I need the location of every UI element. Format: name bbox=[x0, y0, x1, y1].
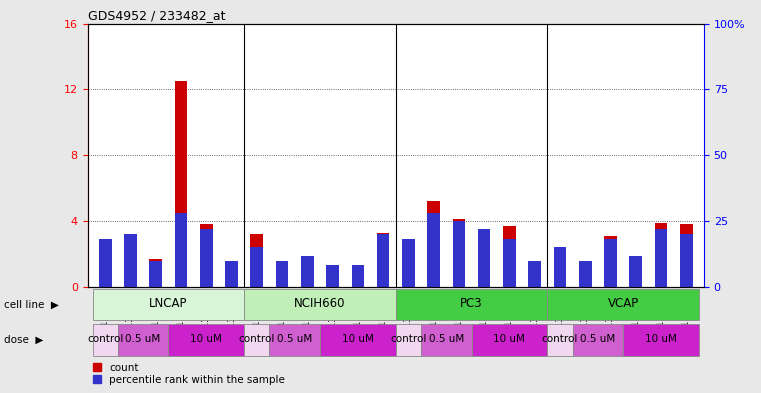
Text: 0.5 uM: 0.5 uM bbox=[277, 334, 312, 344]
Bar bbox=[427, 201, 440, 287]
Text: 10 uM: 10 uM bbox=[645, 334, 677, 344]
Bar bbox=[503, 239, 516, 287]
Bar bbox=[168, 324, 244, 356]
Bar bbox=[604, 236, 616, 287]
Text: NCIH660: NCIH660 bbox=[295, 298, 345, 310]
Bar bbox=[93, 288, 244, 321]
Bar bbox=[478, 229, 490, 287]
Bar bbox=[99, 257, 112, 287]
Bar bbox=[244, 324, 269, 356]
Bar bbox=[377, 234, 390, 287]
Text: 0.5 uM: 0.5 uM bbox=[580, 334, 616, 344]
Bar bbox=[275, 262, 288, 287]
Bar bbox=[250, 248, 263, 287]
Bar bbox=[572, 324, 623, 356]
Text: dose  ▶: dose ▶ bbox=[4, 335, 43, 345]
Text: control: control bbox=[239, 334, 275, 344]
Bar bbox=[402, 239, 415, 287]
Text: GDS4952 / 233482_at: GDS4952 / 233482_at bbox=[88, 9, 225, 22]
Legend: count, percentile rank within the sample: count, percentile rank within the sample bbox=[93, 363, 285, 385]
Bar bbox=[149, 261, 162, 287]
Bar bbox=[553, 259, 566, 287]
Bar bbox=[124, 244, 137, 287]
Bar bbox=[99, 239, 112, 287]
Bar bbox=[579, 270, 591, 287]
Bar bbox=[244, 288, 396, 321]
Bar bbox=[547, 324, 572, 356]
Bar bbox=[528, 270, 541, 287]
Bar bbox=[629, 262, 642, 287]
Bar bbox=[472, 324, 547, 356]
Bar bbox=[175, 81, 187, 287]
Bar bbox=[326, 266, 339, 287]
Text: 10 uM: 10 uM bbox=[342, 334, 374, 344]
Bar bbox=[680, 234, 693, 287]
Bar bbox=[579, 261, 591, 287]
Bar bbox=[352, 266, 365, 287]
Bar bbox=[275, 261, 288, 287]
Bar bbox=[421, 324, 472, 356]
Text: 10 uM: 10 uM bbox=[190, 334, 222, 344]
Bar bbox=[553, 248, 566, 287]
Bar bbox=[427, 213, 440, 287]
Bar bbox=[503, 226, 516, 287]
Bar bbox=[301, 257, 314, 287]
Bar bbox=[200, 229, 212, 287]
Bar bbox=[547, 288, 699, 321]
Bar bbox=[200, 224, 212, 287]
Text: PC3: PC3 bbox=[460, 298, 482, 310]
Bar bbox=[528, 261, 541, 287]
Text: control: control bbox=[390, 334, 426, 344]
Text: cell line  ▶: cell line ▶ bbox=[4, 299, 59, 310]
Bar bbox=[402, 262, 415, 287]
Bar bbox=[93, 324, 118, 356]
Bar bbox=[269, 324, 320, 356]
Bar bbox=[250, 234, 263, 287]
Bar bbox=[225, 261, 238, 287]
Bar bbox=[623, 324, 699, 356]
Bar bbox=[396, 324, 421, 356]
Bar bbox=[225, 261, 238, 287]
Bar bbox=[320, 324, 396, 356]
Bar bbox=[118, 324, 168, 356]
Bar bbox=[124, 234, 137, 287]
Bar bbox=[301, 255, 314, 287]
Bar bbox=[175, 213, 187, 287]
Bar bbox=[149, 259, 162, 287]
Bar bbox=[654, 223, 667, 287]
Text: 0.5 uM: 0.5 uM bbox=[126, 334, 161, 344]
Text: 10 uM: 10 uM bbox=[493, 334, 525, 344]
Bar bbox=[326, 272, 339, 287]
Bar bbox=[654, 229, 667, 287]
Bar bbox=[396, 288, 547, 321]
Bar bbox=[629, 255, 642, 287]
Text: LNCAP: LNCAP bbox=[149, 298, 188, 310]
Text: control: control bbox=[87, 334, 123, 344]
Bar bbox=[453, 219, 465, 287]
Bar bbox=[680, 224, 693, 287]
Bar bbox=[604, 239, 616, 287]
Bar bbox=[377, 233, 390, 287]
Text: 0.5 uM: 0.5 uM bbox=[428, 334, 464, 344]
Text: control: control bbox=[542, 334, 578, 344]
Text: VCAP: VCAP bbox=[607, 298, 638, 310]
Bar bbox=[453, 221, 465, 287]
Bar bbox=[352, 275, 365, 287]
Bar bbox=[478, 233, 490, 287]
